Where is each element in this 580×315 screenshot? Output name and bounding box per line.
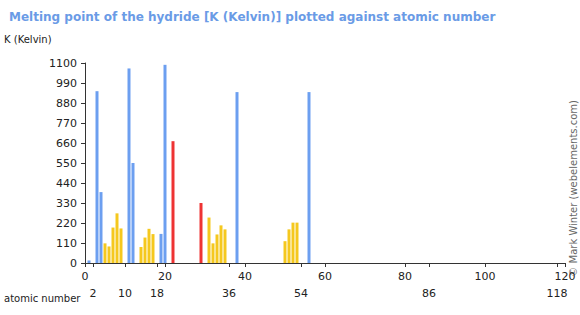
svg-text:330: 330: [56, 197, 77, 210]
svg-text:36: 36: [222, 287, 236, 300]
svg-text:100: 100: [475, 270, 496, 283]
svg-text:990: 990: [56, 77, 77, 90]
svg-text:440: 440: [56, 177, 77, 190]
svg-text:10: 10: [118, 287, 132, 300]
svg-text:110: 110: [56, 237, 77, 250]
svg-text:770: 770: [56, 117, 77, 130]
svg-text:2: 2: [90, 287, 97, 300]
svg-text:1100: 1100: [49, 57, 77, 70]
svg-text:20: 20: [158, 270, 172, 283]
svg-text:atomic number: atomic number: [4, 293, 81, 304]
svg-text:K (Kelvin): K (Kelvin): [4, 34, 52, 45]
svg-text:880: 880: [56, 97, 77, 110]
svg-text:86: 86: [422, 287, 436, 300]
svg-text:18: 18: [150, 287, 164, 300]
svg-text:80: 80: [398, 270, 412, 283]
svg-text:40: 40: [238, 270, 252, 283]
svg-text:© Mark Winter (webelements.com: © Mark Winter (webelements.com): [568, 100, 579, 277]
svg-text:0: 0: [70, 257, 77, 270]
svg-text:660: 660: [56, 137, 77, 150]
svg-text:118: 118: [547, 287, 568, 300]
svg-text:550: 550: [56, 157, 77, 170]
svg-text:54: 54: [294, 287, 308, 300]
svg-text:Melting point of the hydride [: Melting point of the hydride [K (Kelvin)…: [9, 10, 495, 24]
svg-text:120: 120: [555, 270, 576, 283]
svg-text:60: 60: [318, 270, 332, 283]
svg-text:0: 0: [82, 270, 89, 283]
svg-text:220: 220: [56, 217, 77, 230]
